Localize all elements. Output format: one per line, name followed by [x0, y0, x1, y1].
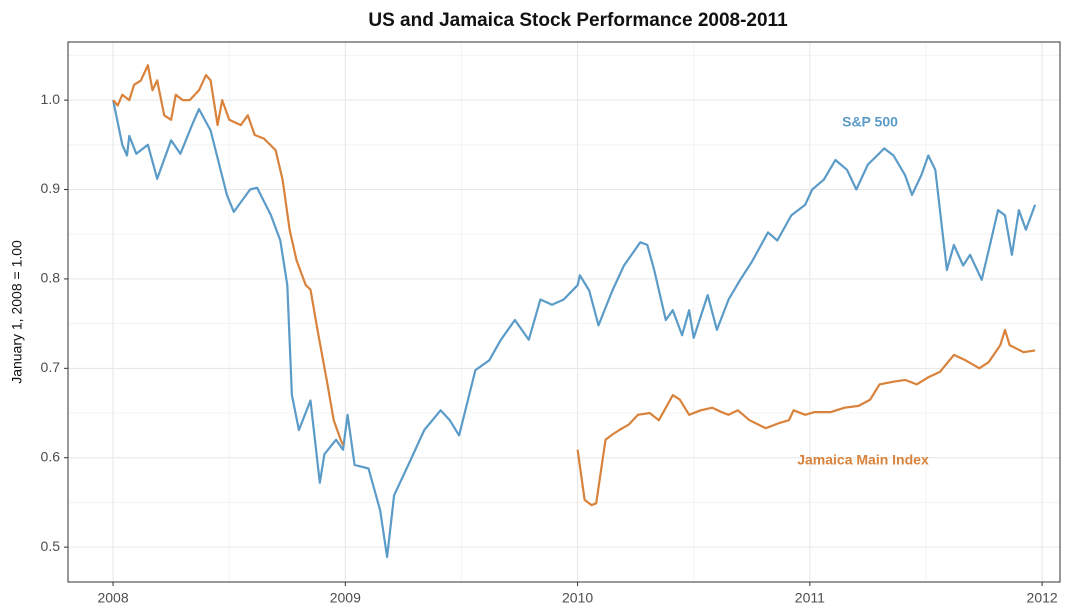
x-tick-label: 2009 — [330, 590, 361, 606]
y-tick-label: 0.8 — [41, 270, 61, 286]
series-label: Jamaica Main Index — [797, 452, 929, 468]
x-tick-label: 2010 — [562, 590, 593, 606]
line — [112, 99, 1037, 559]
y-tick-label: 1.0 — [41, 91, 61, 107]
x-tick-label: 2012 — [1027, 590, 1058, 606]
y-tick-label: 0.7 — [41, 359, 61, 375]
x-tick-label: 2011 — [795, 590, 825, 606]
y-tick-label: 0.9 — [41, 180, 61, 196]
x-tick-label: 2008 — [97, 590, 128, 606]
series-label: S&P 500 — [842, 114, 898, 130]
y-axis-label: January 1, 2008 = 1.00 — [9, 240, 25, 384]
y-tick-label: 0.6 — [41, 448, 61, 464]
line — [112, 64, 1036, 507]
plot-border — [67, 41, 1061, 583]
y-tick-label: 0.5 — [41, 538, 61, 554]
chart-title: US and Jamaica Stock Performance 2008-20… — [368, 10, 788, 31]
